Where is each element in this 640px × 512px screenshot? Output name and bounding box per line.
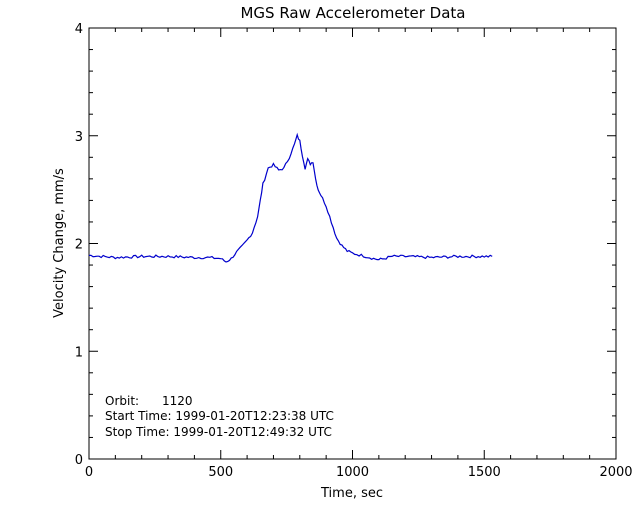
y-tick-label: 2 [75, 238, 83, 253]
x-tick-label: 2000 [599, 465, 632, 480]
y-tick-label: 3 [75, 130, 83, 145]
x-tick-label: 500 [208, 465, 233, 480]
annotation-orbit: Orbit: 1120 [105, 394, 193, 408]
axis-tick-labels: 0 500 1000 1500 2000 0 1 2 3 4 [75, 22, 633, 480]
y-axis-label: Velocity Change, mm/s [52, 168, 67, 318]
chart-title: MGS Raw Accelerometer Data [240, 4, 465, 22]
y-tick-label: 4 [75, 22, 83, 37]
series-line [89, 132, 493, 263]
annotation-stop-time: Stop Time: 1999-01-20T12:49:32 UTC [105, 425, 332, 439]
x-tick-label: 1500 [468, 465, 501, 480]
y-tick-label: 1 [75, 345, 83, 360]
y-tick-label: 0 [75, 453, 83, 468]
annotation-start-time: Start Time: 1999-01-20T12:23:38 UTC [105, 409, 334, 423]
x-axis-label: Time, sec [320, 486, 383, 501]
axis-ticks [88, 27, 617, 460]
x-tick-label: 0 [85, 465, 93, 480]
x-tick-label: 1000 [336, 465, 369, 480]
